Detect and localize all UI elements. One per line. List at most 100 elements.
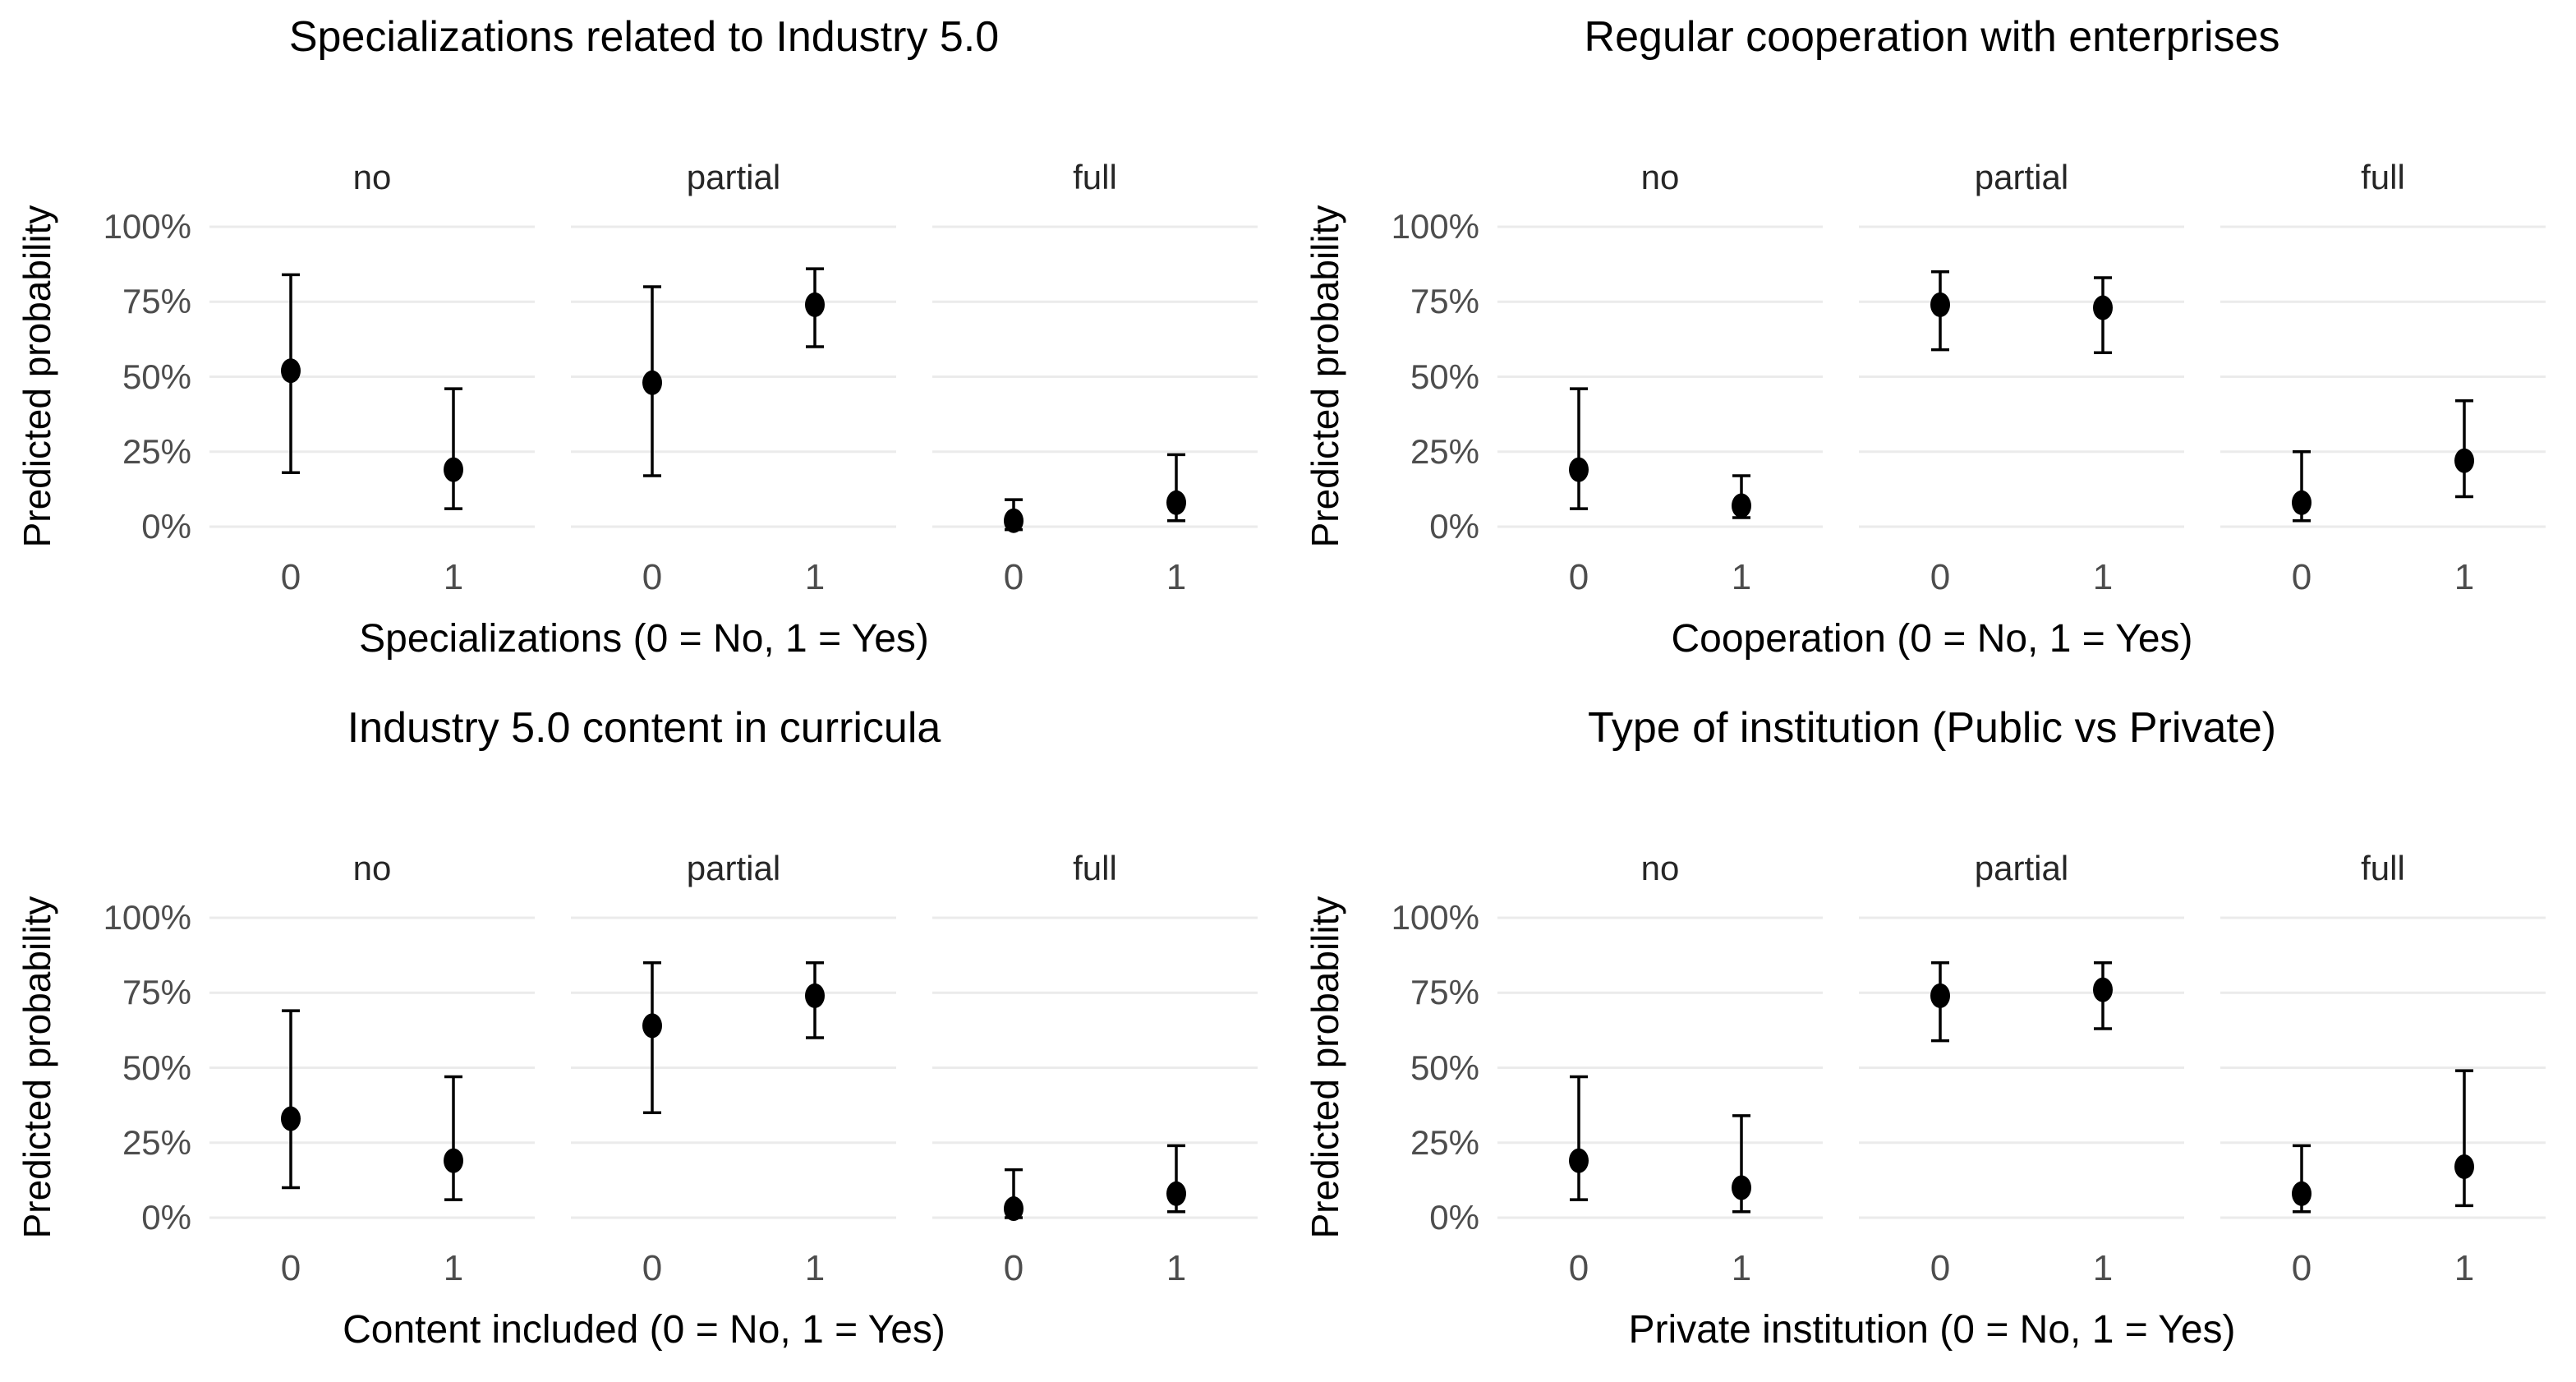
x-tick-label: 1 [2454,1248,2475,1288]
facet-partial: partial 0 1 [571,844,896,1291]
y-tick-label: 0% [141,1198,191,1237]
panel-title: Type of institution (Public vs Private) [1587,704,2277,752]
facet-strip-label: full [2361,849,2405,887]
data-point [2454,448,2474,473]
y-axis-tick-labels: 100% 75% 50% 25% 0% [1362,844,1497,1291]
facet-full: full 0 1 [932,153,1258,600]
y-tick-label: 0% [1429,507,1479,546]
y-axis-title: Predicted probability [1288,153,1362,600]
y-tick-label: 25% [122,431,191,471]
x-tick-label: 0 [642,557,663,597]
panel-cooperation: Regular cooperation with enterprises Pre… [1288,0,2576,691]
panel-body: Predicted probability 100% 75% 50% 25% 0% no… [1288,153,2576,600]
facet-partial: partial 0 1 [571,153,896,600]
y-tick-label: 100% [103,898,191,937]
facet-plot-area [1497,225,1823,528]
data-point [1569,457,1589,482]
data-point [1732,493,1751,518]
data-point [444,1148,463,1173]
y-axis-title-text: Predicted probability [16,205,58,548]
y-axis-title-text: Predicted probability [1304,896,1346,1239]
data-point [2093,977,2113,1002]
x-tick-label: 0 [280,557,301,597]
x-axis-title: Cooperation (0 = No, 1 = Yes) [1671,617,2193,661]
data-point [1166,1181,1186,1206]
y-tick-label: 25% [1410,431,1479,471]
panel-curricula-content: Industry 5.0 content in curricula Predic… [0,691,1288,1382]
x-tick-label: 0 [1568,1248,1589,1288]
facet-strip-label: no [352,158,392,196]
facet-strip-label: no [1640,158,1680,196]
y-axis-title-text: Predicted probability [1304,205,1346,548]
y-tick-label: 75% [122,973,191,1012]
x-axis-title: Private institution (0 = No, 1 = Yes) [1628,1308,2236,1352]
y-axis-title-text: Predicted probability [16,896,58,1239]
panel-body: Predicted probability 100% 75% 50% 25% 0% no… [1288,844,2576,1291]
x-tick-label: 1 [1166,1248,1187,1288]
y-axis-tick-labels: 100% 75% 50% 25% 0% [1362,153,1497,600]
y-tick-label: 100% [1391,207,1479,246]
facet-plot-area [932,225,1258,533]
x-tick-label: 1 [1731,1248,1752,1288]
x-tick-label: 0 [1003,1248,1024,1288]
facet-plot-area [1859,225,2184,528]
x-tick-label: 0 [1568,557,1589,597]
x-tick-label: 0 [2291,1248,2312,1288]
y-axis-title: Predicted probability [0,844,74,1291]
facet-no: no 0 1 [1497,153,1823,600]
y-axis-title: Predicted probability [0,153,74,600]
data-point [2093,295,2113,320]
data-point [1004,1196,1024,1222]
facet-full: full 0 1 [2220,153,2546,600]
facet-plot-area [209,225,535,528]
y-tick-label: 0% [1429,1198,1479,1237]
x-tick-label: 0 [1003,557,1024,597]
facet-container: no 0 1 partial 0 1 full 0 1 [209,153,1258,600]
facet-no: no 0 1 [209,844,535,1291]
x-axis-title: Specializations (0 = No, 1 = Yes) [359,617,929,661]
y-tick-label: 75% [1410,282,1479,321]
y-tick-label: 50% [1410,1048,1479,1087]
facet-partial: partial 0 1 [1859,153,2184,600]
x-tick-label: 0 [642,1248,663,1288]
facet-full: full 0 1 [932,844,1258,1291]
x-tick-label: 0 [1930,557,1951,597]
y-tick-label: 50% [122,357,191,396]
facet-strip-label: full [1073,849,1117,887]
x-tick-label: 0 [2291,557,2312,597]
panel-body: Predicted probability 100% 75% 50% 25% 0% no… [0,153,1288,600]
x-tick-label: 1 [1731,557,1752,597]
data-point [1732,1175,1751,1200]
data-point [1004,508,1024,533]
x-tick-label: 1 [443,557,464,597]
data-point [642,370,662,395]
x-axis-title: Content included (0 = No, 1 = Yes) [343,1308,945,1352]
facet-strip-label: partial [686,849,781,887]
y-tick-label: 100% [103,207,191,246]
x-tick-label: 1 [2454,557,2475,597]
facet-plot-area [932,916,1258,1222]
y-axis-tick-labels: 100% 75% 50% 25% 0% [74,844,209,1291]
panel-title: Industry 5.0 content in curricula [347,704,941,752]
data-point [1930,983,1950,1008]
y-tick-label: 75% [1410,973,1479,1012]
facet-plot-area [571,225,896,528]
data-point [2454,1154,2474,1179]
x-tick-label: 1 [443,1248,464,1288]
data-point [444,457,463,482]
facet-container: no 0 1 partial 0 1 full 0 1 [1497,153,2546,600]
y-axis-title: Predicted probability [1288,844,1362,1291]
x-tick-label: 1 [2092,557,2114,597]
